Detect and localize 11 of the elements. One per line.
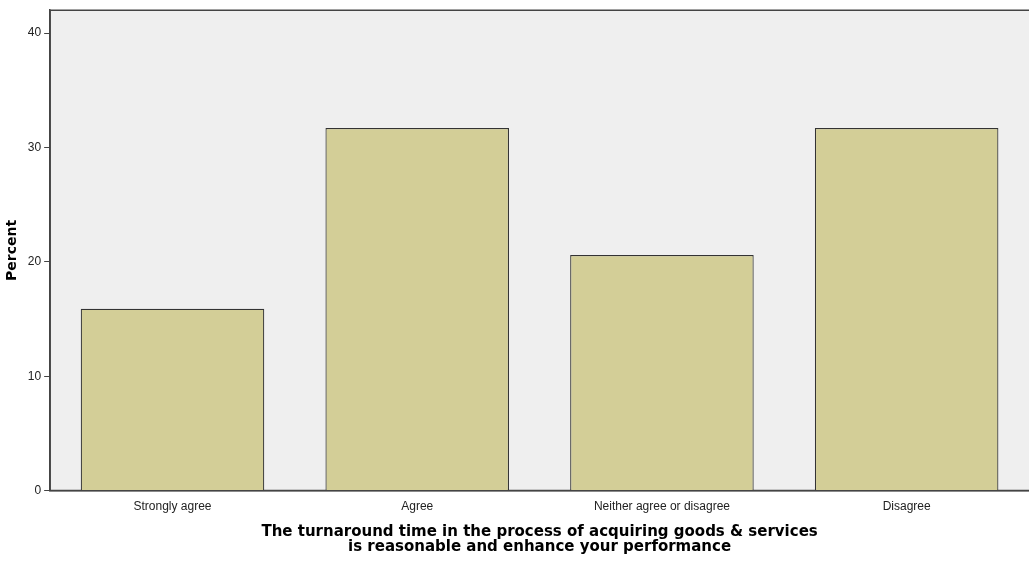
x-tick-label: Agree bbox=[401, 499, 434, 514]
x-axis-title: The turnaround time in the process of acquiring goods & services is reasonable and enhance your performance bbox=[261, 522, 818, 556]
y-tick-label: 30 bbox=[27, 139, 42, 154]
x-tick-label: Neither agree or disagree bbox=[593, 499, 731, 514]
y-tick-label: 40 bbox=[27, 25, 42, 40]
y-tick-label: 0 bbox=[34, 482, 42, 497]
y-tick-label: 20 bbox=[27, 254, 42, 269]
y-axis-title: Percent bbox=[3, 219, 20, 281]
x-tick-label: Disagree bbox=[882, 499, 931, 514]
y-tick-label: 10 bbox=[27, 368, 42, 383]
x-tick-label: Strongly agree bbox=[133, 499, 212, 514]
